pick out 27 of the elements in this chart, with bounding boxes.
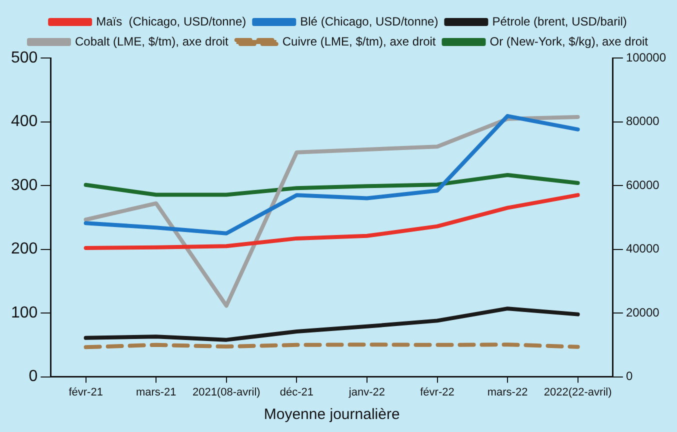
y2-tick-label: 100000: [626, 50, 666, 64]
y-tick-label: 300: [10, 176, 38, 194]
y-tick-label: 400: [10, 113, 38, 130]
x-axis-title: Moyenne journalière: [264, 406, 400, 424]
legend-label: Or (New-York, $/kg), axe droit: [490, 34, 649, 48]
x-tick-label: mars-22: [487, 386, 528, 398]
y2-tick-label: 0: [626, 369, 633, 384]
legend-label: Blé (Chicago, USD/tonne): [300, 14, 438, 28]
y-tick-label: 0: [28, 368, 38, 386]
y2-tick-label: 80000: [626, 114, 660, 128]
x-tick-label: 2022(22-avril): [544, 386, 612, 398]
y-tick-label: 100: [10, 304, 38, 322]
x-tick-label: févr-21: [68, 386, 103, 398]
y-tick-label: 500: [10, 49, 38, 66]
legend-label: Pétrole (brent, USD/baril): [492, 14, 627, 28]
x-tick-label: mars-21: [136, 386, 176, 398]
x-tick-label: 2021(08-avril): [192, 386, 260, 398]
legend-label: Cobalt (LME, $/tm), axe droit: [74, 34, 230, 48]
x-tick-label: janv-22: [348, 386, 386, 398]
x-tick-label: févr-22: [420, 386, 454, 398]
y-tick-label: 200: [10, 240, 38, 258]
y2-tick-label: 60000: [626, 178, 660, 192]
y2-tick-label: 40000: [626, 242, 660, 256]
y2-tick-label: 20000: [626, 305, 660, 320]
legend-label: Cuivre (LME, $/tm), axe droit: [282, 34, 436, 48]
legend-label: Maïs (Chicago, USD/tonne): [96, 14, 246, 28]
x-tick-label: déc-21: [280, 386, 314, 398]
